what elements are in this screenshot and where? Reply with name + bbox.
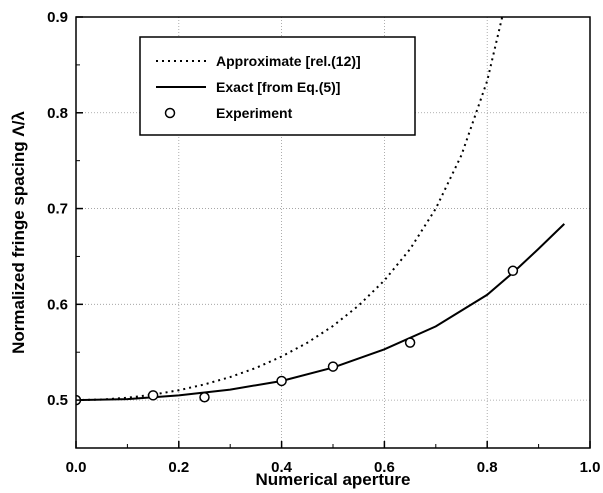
x-tick-label: 0.8 xyxy=(477,459,498,476)
x-tick-label: 0.6 xyxy=(374,459,395,476)
axis-ticks: 0.0 0.2 0.4 0.6 0.8 1.0 0.5 0.6 0.7 0.8 0.9 xyxy=(47,9,600,476)
x-axis-label: Numerical aperture xyxy=(256,470,411,489)
x-tick-label: 0.4 xyxy=(271,459,293,476)
y-axis-label: Normalized fringe spacing Λ/λ xyxy=(9,111,28,354)
y-tick-label: 0.9 xyxy=(47,9,68,26)
legend-label-exact: Exact [from Eq.(5)] xyxy=(216,79,340,95)
experiment-point xyxy=(199,391,210,403)
x-tick-label: 1.0 xyxy=(580,459,601,476)
y-tick-label: 0.8 xyxy=(47,105,68,122)
experiment-point xyxy=(507,265,519,277)
exact-series-line xyxy=(76,223,565,402)
legend-label-approximate: Approximate [rel.(12)] xyxy=(216,53,361,69)
legend-swatch-experiment xyxy=(164,107,176,119)
legend-label-experiment: Experiment xyxy=(216,105,293,121)
experiment-point xyxy=(404,337,416,348)
plot-area xyxy=(76,17,565,406)
experiment-point xyxy=(327,361,339,372)
legend: Approximate [rel.(12)] Exact [from Eq.(5… xyxy=(139,36,416,136)
experiment-point xyxy=(147,390,159,401)
experiment-point xyxy=(276,375,287,387)
x-tick-label: 0.2 xyxy=(168,459,189,476)
y-tick-label: 0.6 xyxy=(47,296,68,313)
y-tick-label: 0.7 xyxy=(47,201,68,218)
y-tick-label: 0.5 xyxy=(47,392,68,409)
x-tick-label: 0.0 xyxy=(66,459,87,476)
